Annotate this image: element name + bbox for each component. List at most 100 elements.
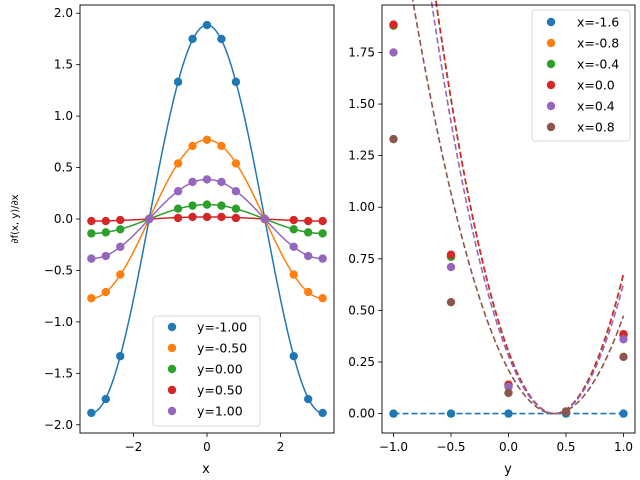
left-y-tick-label: −1.5: [44, 366, 73, 380]
left-series-point-4: [318, 254, 327, 263]
left-series-point-4: [116, 242, 125, 251]
right-series-point-3: [446, 250, 456, 259]
left-series-point-2: [289, 225, 298, 234]
left-y-tick-label: 0.5: [54, 161, 73, 175]
left-series-point-4: [231, 187, 241, 196]
left-series-point-3: [188, 212, 197, 222]
left-series-point-4: [101, 251, 111, 261]
right-legend-label: x=-0.8: [577, 36, 619, 51]
left-y-axis-label: ∂f(x, y)/∂x: [10, 194, 21, 243]
left-series-point-4: [202, 175, 212, 184]
left-series-point-3: [289, 215, 298, 225]
left-series-point-2: [116, 225, 125, 234]
left-x-tick-label: −2: [125, 440, 143, 454]
right-series-point-5: [504, 388, 513, 398]
right-x-tick-label: −1.0: [379, 440, 408, 454]
left-legend-label: y=1.00: [197, 404, 243, 419]
left-legend-marker: [167, 385, 177, 395]
left-series-point-0: [289, 351, 298, 361]
right-legend-label: x=-0.4: [577, 57, 619, 72]
left-x-tick-label: 2: [277, 440, 285, 454]
left-series-point-0: [231, 77, 241, 87]
right-series-line-4: [430, 0, 625, 415]
left-x-tick-label: 0: [203, 440, 211, 454]
right-series-point-3: [389, 20, 398, 29]
right-x-tick-label: 0.5: [556, 440, 575, 454]
right-y-ticks: 0.00 0.25 0.50 0.75 1.00 1.25 1.50 1.75: [348, 45, 382, 421]
left-legend-marker: [167, 364, 177, 374]
left-legend-marker: [167, 343, 177, 353]
right-legend-marker: [546, 17, 556, 27]
left-series-point-1: [289, 270, 298, 279]
right-legend-marker: [546, 101, 556, 111]
left-y-tick-label: 0.0: [54, 212, 73, 226]
left-series-point-3: [231, 213, 241, 223]
left-series-point-1: [188, 141, 197, 151]
right-y-tick-label: 0.50: [348, 303, 375, 317]
left-y-tick-label: −2.0: [44, 418, 73, 432]
left-series-point-4: [87, 254, 96, 263]
left-series-point-2: [173, 204, 183, 213]
left-legend-box: [152, 315, 261, 427]
left-series-group: [87, 20, 327, 418]
left-series-point-0: [303, 394, 313, 404]
left-legend: y=-1.00 y=-0.50 y=0.00 y=0.50 y=1.00: [152, 315, 261, 427]
left-series-point-3: [173, 213, 183, 223]
left-series-point-4: [289, 242, 298, 251]
left-series-point-4: [303, 251, 313, 261]
left-series-point-1: [303, 287, 313, 297]
right-legend-marker: [546, 38, 556, 48]
right-y-tick-label: 1.25: [348, 149, 375, 163]
right-series-point-4: [389, 48, 398, 57]
right-legend-label: x=-1.6: [577, 15, 619, 30]
right-legend-marker: [546, 122, 556, 132]
left-series-point-2: [318, 229, 327, 238]
right-legend-box: [531, 9, 631, 142]
left-series-point-0: [101, 394, 111, 404]
left-series-point-2: [217, 201, 226, 210]
right-series-group: [389, 0, 628, 418]
left-series-point-0: [318, 408, 327, 418]
right-series-line-5: [411, 0, 625, 415]
left-y-tick-label: 2.0: [54, 6, 73, 20]
left-y-ticks: −2.0 −1.5 −1.0 −0.5 0.0 0.5 1.0 1.5 2.0: [44, 6, 80, 432]
right-x-tick-label: 0.0: [499, 440, 518, 454]
left-series-point-3: [217, 212, 226, 222]
left-series-point-4: [144, 214, 154, 224]
right-x-tick-label: −0.5: [436, 440, 465, 454]
left-legend-label: y=0.50: [197, 383, 243, 398]
left-y-tick-label: 1.5: [54, 58, 73, 72]
left-series-point-1: [318, 294, 327, 303]
right-series-point-5: [561, 407, 571, 416]
right-legend: x=-1.6 x=-0.8 x=-0.4 x=0.0 x=0.4 x=0.8: [531, 9, 631, 142]
right-series-point-4: [446, 262, 456, 272]
left-legend-marker: [167, 406, 177, 416]
left-legend-label: y=-0.50: [197, 341, 247, 356]
right-series-point-4: [504, 382, 513, 391]
left-series-point-1: [217, 141, 226, 151]
left-series-point-3: [116, 215, 125, 225]
right-legend-label: x=0.8: [577, 120, 615, 135]
left-series-point-1: [116, 270, 125, 279]
left-y-tick-label: 1.0: [54, 109, 73, 123]
left-series-point-1: [231, 159, 241, 168]
right-legend-marker: [546, 80, 556, 90]
right-y-tick-label: 1.75: [348, 45, 375, 59]
right-x-tick-label: 1.0: [614, 440, 633, 454]
left-x-ticks: −2 0 2: [125, 433, 285, 454]
left-series-point-4: [217, 177, 226, 187]
right-legend-label: x=0.4: [577, 99, 615, 114]
right-legend-marker: [546, 59, 556, 69]
left-series-point-2: [87, 229, 96, 238]
left-series-point-0: [202, 20, 212, 30]
right-series-point-0: [619, 409, 628, 418]
left-legend-marker: [167, 322, 177, 332]
left-series-point-4: [173, 187, 183, 196]
left-series-point-4: [260, 214, 270, 224]
left-panel: −2 0 2 −2.0 −1.5 −1.0 −0.5 0.0 0.5 1.0 1.5 2.0 x ∂…: [10, 4, 335, 477]
right-x-axis-label: y: [504, 462, 512, 477]
left-series-point-0: [217, 34, 226, 44]
left-legend-label: y=0.00: [197, 362, 243, 377]
left-series-point-3: [202, 212, 212, 222]
